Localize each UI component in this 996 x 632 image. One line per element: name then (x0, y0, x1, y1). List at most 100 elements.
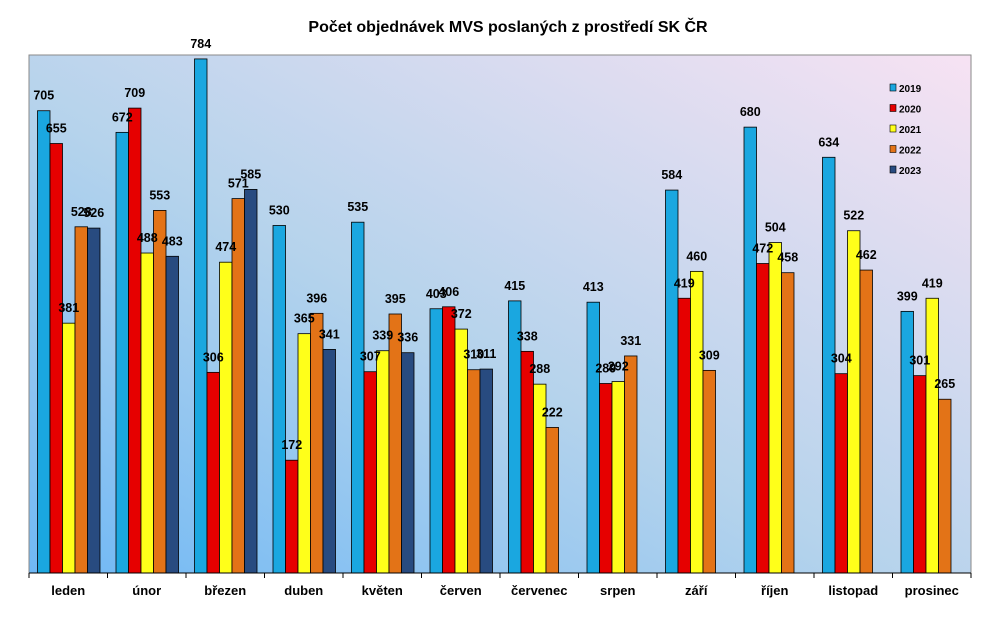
data-label-červenec-2021: 288 (529, 362, 550, 376)
x-tick-label-červenec: červenec (511, 583, 567, 598)
chart-title: Počet objednávek MVS poslaných z prostře… (308, 17, 708, 36)
bar-říjen-2020 (756, 263, 770, 574)
bar-červenec-2022 (545, 427, 559, 574)
bar-prosinec-2021 (925, 297, 939, 574)
data-label-listopad-2019: 634 (818, 135, 839, 149)
data-label-prosinec-2022: 265 (934, 377, 955, 391)
data-label-září-2022: 309 (699, 348, 720, 362)
x-tick-label-září: září (685, 583, 708, 598)
x-tick-label-červen: červen (440, 583, 482, 598)
bar-duben-2023 (322, 349, 336, 574)
data-label-červenec-2019: 415 (504, 279, 525, 293)
data-label-duben-2021: 365 (294, 312, 315, 326)
data-label-říjen-2022: 458 (777, 251, 798, 265)
x-tick-label-srpen: srpen (600, 583, 635, 598)
x-tick-label-říjen: říjen (761, 583, 789, 598)
bar-září-2021 (690, 270, 704, 574)
bar-srpen-2021 (611, 381, 625, 574)
bar-květen-2022 (388, 313, 402, 574)
bar-březen-2019 (194, 58, 208, 574)
bar-říjen-2021 (768, 242, 782, 574)
data-label-červen-2022: 310 (463, 348, 484, 362)
data-label-září-2021: 460 (686, 249, 707, 263)
data-label-únor-2020: 709 (124, 86, 145, 100)
bar-duben-2019 (272, 225, 286, 574)
bar-únor-2022 (153, 209, 167, 574)
data-label-prosinec-2019: 399 (897, 289, 918, 303)
data-label-červen-2020: 406 (438, 285, 459, 299)
legend-swatch-2023 (889, 165, 897, 174)
data-label-září-2019: 584 (661, 168, 682, 182)
data-label-leden-2022: 528 (71, 205, 92, 219)
data-label-duben-2020: 172 (281, 438, 302, 452)
bar-únor-2019 (115, 131, 129, 574)
bar-červen-2020 (442, 306, 456, 574)
data-label-srpen-2022: 331 (620, 334, 641, 348)
plot-area (28, 54, 972, 574)
bar-prosinec-2019 (900, 310, 914, 574)
data-label-březen-2019: 784 (190, 37, 211, 51)
data-label-duben-2022: 396 (306, 291, 327, 305)
data-label-srpen-2020: 289 (595, 362, 616, 376)
bar-září-2020 (677, 297, 691, 574)
bar-březen-2022 (231, 198, 245, 574)
bar-srpen-2020 (599, 383, 613, 574)
legend-label-2021: 2021 (899, 125, 922, 136)
x-tick-label-březen: březen (204, 583, 246, 598)
bar-červen-2021 (454, 328, 468, 574)
bar-červenec-2020 (520, 350, 534, 574)
data-label-červen-2021: 372 (451, 307, 472, 321)
bar-červen-2023 (479, 368, 493, 574)
bar-listopad-2022 (859, 269, 873, 574)
data-label-prosinec-2020: 301 (909, 354, 930, 368)
data-label-prosinec-2021: 419 (922, 276, 943, 290)
x-tick-label-listopad: listopad (828, 583, 878, 598)
data-label-listopad-2020: 304 (831, 352, 852, 366)
bar-září-2022 (702, 369, 716, 574)
data-label-březen-2021: 474 (215, 240, 236, 254)
bar-listopad-2020 (834, 373, 848, 574)
bar-květen-2019 (351, 221, 365, 574)
bar-duben-2022 (310, 312, 324, 574)
bar-leden-2021 (62, 322, 76, 574)
legend: 2019 2020 2021 2022 2023 (889, 83, 922, 177)
data-label-srpen-2021: 292 (608, 360, 629, 374)
bar-květen-2023 (401, 352, 415, 574)
bar-únor-2021 (140, 252, 154, 574)
data-label-květen-2020: 307 (360, 350, 381, 364)
data-label-říjen-2021: 504 (765, 221, 786, 235)
data-label-únor-2023: 483 (162, 234, 183, 248)
bar-leden-2020 (49, 143, 63, 574)
data-label-červenec-2022: 222 (542, 405, 563, 419)
data-label-leden-2020: 655 (46, 122, 67, 136)
x-tick-label-květen: květen (362, 583, 403, 598)
legend-swatch-2019 (889, 83, 897, 92)
legend-label-2020: 2020 (899, 105, 922, 116)
x-tick-label-únor: únor (132, 583, 161, 598)
data-label-listopad-2022: 462 (856, 248, 877, 262)
x-tick-label-prosinec: prosinec (905, 583, 959, 598)
data-label-březen-2022: 571 (228, 177, 249, 191)
data-label-květen-2022: 395 (385, 292, 406, 306)
data-label-listopad-2021: 522 (843, 209, 864, 223)
bar-listopad-2021 (847, 230, 861, 574)
bar-duben-2021 (297, 333, 311, 574)
x-tick-label-leden: leden (51, 583, 85, 598)
legend-label-2023: 2023 (899, 166, 922, 177)
bar-červen-2019 (429, 308, 443, 574)
data-label-květen-2021: 339 (372, 329, 393, 343)
data-label-leden-2019: 705 (33, 89, 54, 103)
data-label-duben-2019: 530 (269, 203, 290, 217)
data-label-únor-2022: 553 (149, 188, 170, 202)
bar-duben-2020 (285, 459, 299, 574)
bar-říjen-2019 (743, 126, 757, 574)
bar-leden-2022 (74, 226, 88, 574)
x-tick-label-duben: duben (284, 583, 323, 598)
data-label-červenec-2020: 338 (517, 329, 538, 343)
data-label-březen-2023: 585 (240, 167, 261, 181)
data-label-říjen-2020: 472 (752, 242, 773, 256)
data-label-srpen-2019: 413 (583, 280, 604, 294)
bar-srpen-2019 (586, 301, 600, 574)
bar-březen-2023 (244, 189, 258, 574)
